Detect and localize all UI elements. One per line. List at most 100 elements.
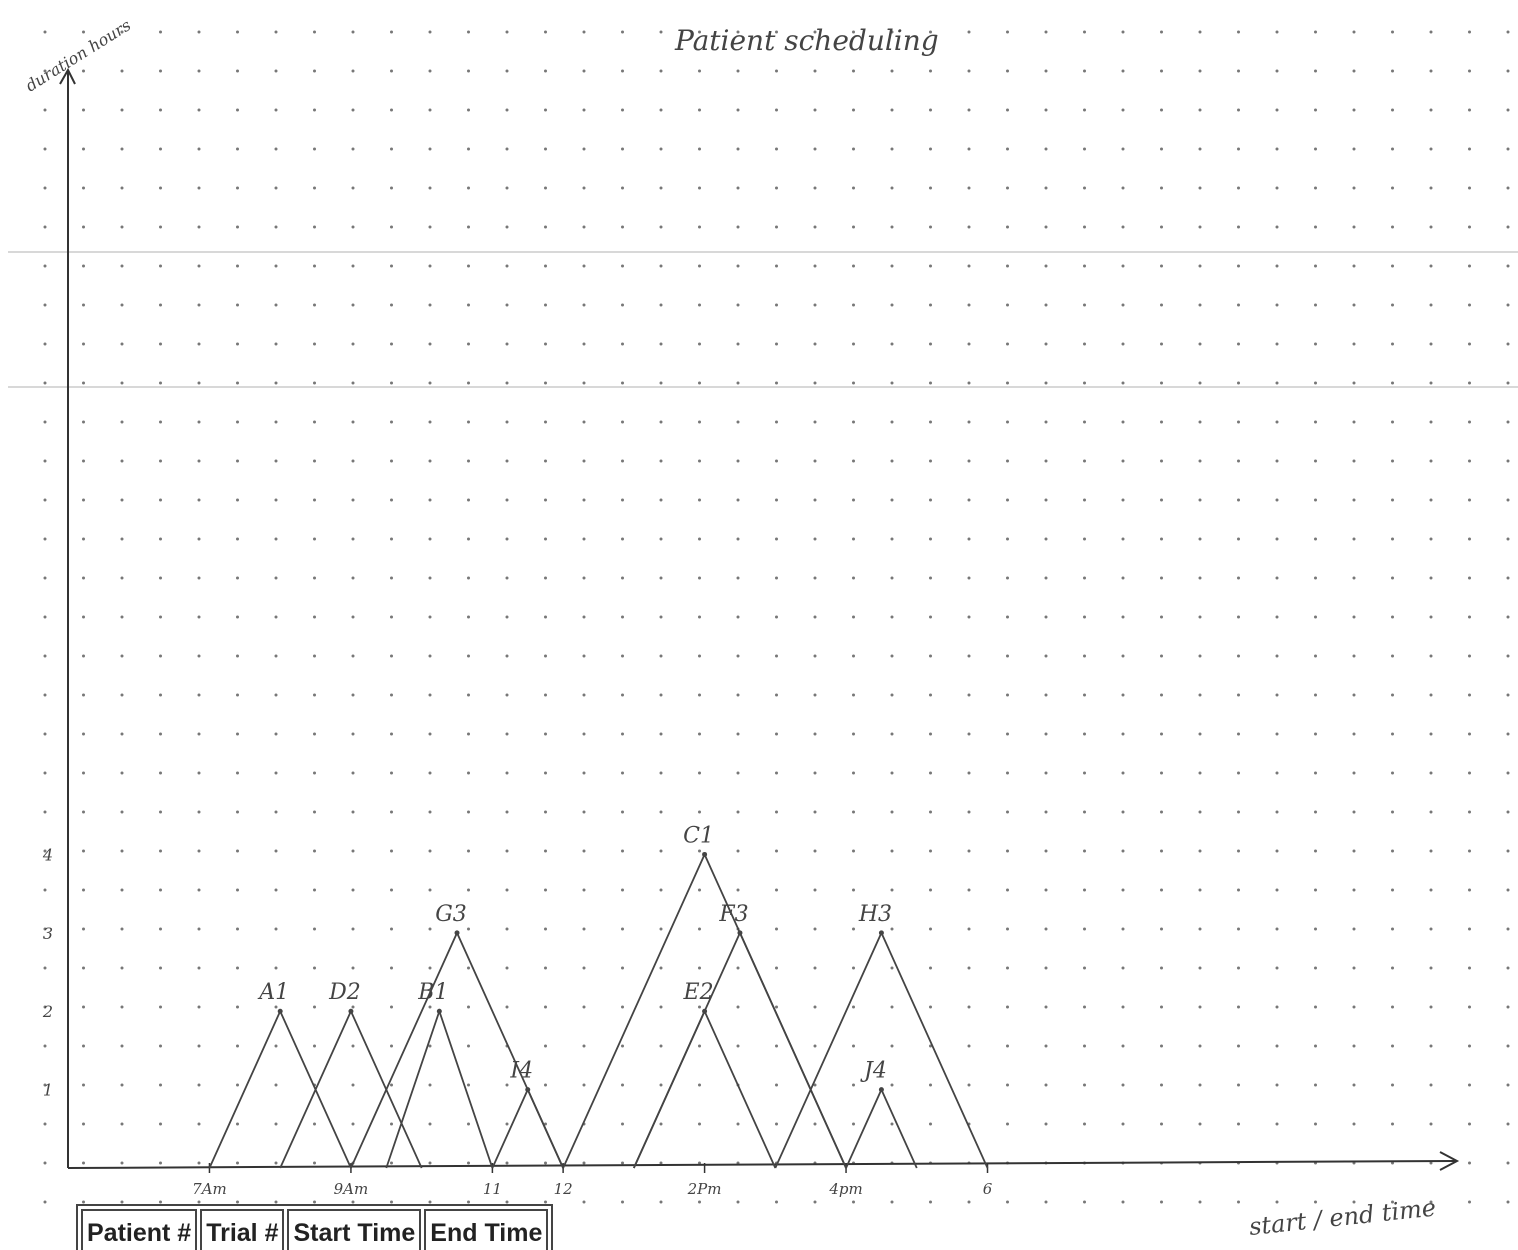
patient-label: G3 bbox=[435, 902, 467, 927]
grid-dot bbox=[890, 1005, 894, 1009]
grid-dot bbox=[467, 459, 470, 463]
grid-dot bbox=[467, 342, 470, 346]
grid-dot bbox=[390, 1200, 393, 1204]
grid-dot bbox=[197, 1161, 201, 1165]
grid-dot bbox=[1006, 30, 1009, 34]
grid-dot bbox=[1314, 654, 1317, 658]
grid-dot bbox=[929, 147, 932, 151]
grid-dot bbox=[621, 420, 624, 424]
grid-dot bbox=[1160, 420, 1163, 424]
y-axis-arrow-icon bbox=[59, 67, 76, 85]
grid-dot bbox=[1198, 1005, 1202, 1009]
grid-dot bbox=[274, 147, 278, 151]
grid-dot bbox=[82, 420, 85, 424]
grid-dot bbox=[1044, 1044, 1048, 1048]
grid-dot bbox=[1083, 537, 1086, 541]
grid-dot bbox=[698, 303, 701, 307]
grid-dot bbox=[775, 186, 778, 190]
grid-dot bbox=[1083, 342, 1086, 346]
grid-dot bbox=[967, 186, 971, 190]
grid-dot bbox=[467, 1122, 470, 1126]
grid-dot bbox=[428, 1122, 432, 1126]
grid-dot bbox=[1314, 381, 1317, 385]
grid-dot bbox=[313, 576, 316, 580]
grid-dot bbox=[698, 264, 701, 268]
grid-dot bbox=[236, 498, 239, 502]
grid-dot bbox=[1429, 1044, 1433, 1048]
grid-dot bbox=[582, 810, 586, 814]
x-axis-arrow-icon bbox=[1439, 1151, 1460, 1171]
grid-dot bbox=[1083, 225, 1086, 229]
grid-dot bbox=[1275, 966, 1279, 970]
grid-dot bbox=[1352, 420, 1356, 424]
grid-dot bbox=[659, 693, 663, 697]
grid-dot bbox=[390, 1161, 393, 1165]
grid-dot bbox=[82, 771, 85, 775]
grid-dot bbox=[1506, 927, 1510, 931]
grid-dot bbox=[1006, 69, 1009, 73]
grid-dot bbox=[1506, 810, 1510, 814]
grid-dot bbox=[775, 810, 778, 814]
grid-dot bbox=[775, 1200, 778, 1204]
grid-dot bbox=[351, 147, 355, 151]
grid-dot bbox=[351, 303, 355, 307]
grid-dot bbox=[582, 537, 586, 541]
grid-dot bbox=[1352, 966, 1356, 970]
grid-dot bbox=[582, 1083, 586, 1087]
grid-dot bbox=[775, 459, 778, 463]
grid-dot bbox=[1506, 771, 1510, 775]
grid-dot bbox=[1468, 303, 1471, 307]
grid-dot bbox=[43, 498, 47, 502]
peak-point bbox=[525, 1087, 531, 1093]
grid-dot bbox=[582, 498, 586, 502]
grid-dot bbox=[236, 108, 239, 112]
grid-dot bbox=[1044, 303, 1048, 307]
grid-dot bbox=[236, 225, 239, 229]
grid-dot bbox=[197, 108, 201, 112]
grid-dot bbox=[159, 498, 162, 502]
grid-dot bbox=[313, 615, 316, 619]
grid-dot bbox=[274, 1200, 278, 1204]
grid-dot bbox=[505, 693, 509, 697]
grid-dot bbox=[775, 849, 778, 853]
grid-dot bbox=[351, 849, 355, 853]
grid-dot bbox=[1006, 225, 1009, 229]
grid-dot bbox=[428, 810, 432, 814]
grid-dot bbox=[82, 108, 85, 112]
grid-dot bbox=[1006, 576, 1009, 580]
grid-dot bbox=[505, 966, 509, 970]
grid-dot bbox=[775, 576, 778, 580]
grid-dot bbox=[1314, 108, 1317, 112]
grid-dot bbox=[813, 1083, 817, 1087]
grid-dot bbox=[43, 147, 47, 151]
grid-dot bbox=[775, 966, 778, 970]
grid-dot bbox=[351, 459, 355, 463]
grid-dot bbox=[775, 888, 778, 892]
grid-dot bbox=[1044, 147, 1048, 151]
grid-dot bbox=[1468, 615, 1471, 619]
grid-dot bbox=[467, 381, 470, 385]
grid-dot bbox=[621, 1200, 624, 1204]
grid-dot bbox=[120, 927, 124, 931]
grid-dot bbox=[1044, 225, 1048, 229]
grid-dot bbox=[274, 1083, 278, 1087]
grid-dot bbox=[929, 732, 932, 736]
grid-dot bbox=[1275, 1083, 1279, 1087]
grid-dot bbox=[82, 576, 85, 580]
grid-dot bbox=[582, 1044, 586, 1048]
grid-dot bbox=[43, 771, 47, 775]
grid-dot bbox=[1506, 615, 1510, 619]
grid-dot bbox=[120, 537, 124, 541]
grid-dot bbox=[428, 108, 432, 112]
grid-dot bbox=[890, 654, 894, 658]
grid-dot bbox=[659, 459, 663, 463]
grid-dot bbox=[1083, 576, 1086, 580]
grid-dot bbox=[313, 537, 316, 541]
peak-point bbox=[878, 930, 884, 936]
triangle-h3 bbox=[774, 930, 989, 1169]
grid-dot bbox=[467, 225, 470, 229]
grid-dot bbox=[1275, 459, 1279, 463]
grid-dot bbox=[390, 30, 393, 34]
grid-dot bbox=[1429, 147, 1433, 151]
grid-dot bbox=[736, 1005, 740, 1009]
